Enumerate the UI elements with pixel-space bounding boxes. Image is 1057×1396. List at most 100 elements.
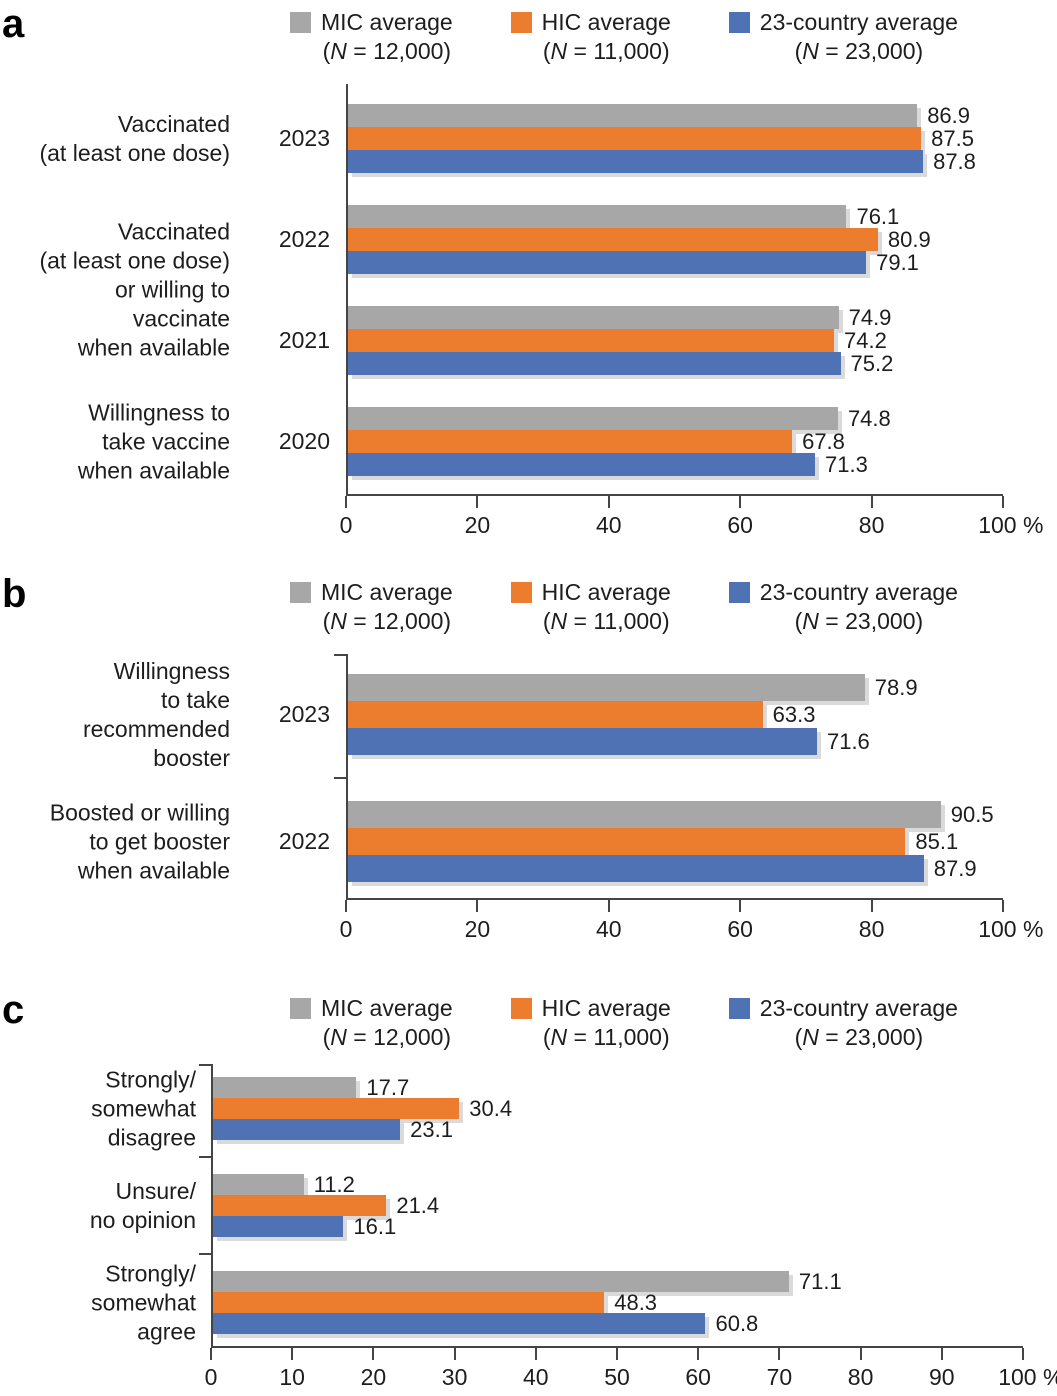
y-axis	[346, 654, 348, 898]
legend-series-name: MIC average	[321, 995, 453, 1021]
bar-value-label: 80.9	[887, 226, 931, 252]
x-axis-tick	[607, 496, 610, 508]
bar-row: 86.9	[348, 102, 1003, 128]
bar-grid: 2023 86.9 87.5 87.8 2022 76.1 80.9 79.1 2021 74.9…	[0, 84, 1057, 494]
legend-sample-size: (N = 12,000)	[322, 38, 452, 64]
x-axis-tick-label: 60	[727, 916, 753, 942]
legend-swatch-hic	[510, 582, 532, 603]
legend-sample-size: (N = 11,000)	[542, 38, 670, 64]
bar-row: 71.1	[213, 1268, 1023, 1294]
legend-series-name: 23-country average	[759, 579, 958, 605]
legend-label: 23-country average (N = 23,000)	[760, 8, 958, 66]
category-label-cell: Strongly/somewhat agree	[0, 1260, 213, 1344]
bar-avg	[348, 728, 817, 755]
x-axis-tick	[616, 1348, 618, 1360]
legend-series-name: 23-country average	[759, 995, 958, 1021]
legend-item: HIC average (N = 11,000)	[510, 8, 671, 66]
bar-mic	[213, 1077, 357, 1098]
legend-swatch-hic	[510, 998, 532, 1019]
legend-item: HIC average (N = 11,000)	[510, 994, 671, 1052]
bar-row: 74.2	[348, 327, 1003, 353]
bar-value-label: 74.9	[848, 304, 892, 330]
legend: MIC average (N = 12,000) HIC average (N = 1…	[290, 994, 1057, 1052]
bar-mic	[348, 306, 839, 329]
x-axis-tick	[778, 1348, 781, 1360]
y-axis	[346, 84, 348, 494]
bar-row: 74.9	[348, 304, 1003, 330]
x-axis-tick	[940, 1348, 943, 1360]
bar-value-label: 87.5	[931, 125, 974, 151]
bar-value-label: 74.2	[844, 327, 887, 353]
x-axis-tick-label: 80	[858, 916, 885, 942]
bar-hic	[213, 1195, 387, 1216]
x-axis-tick-label: 60	[685, 1364, 711, 1390]
legend-label: 23-country average (N = 23,000)	[760, 578, 958, 636]
bar-value-label: 86.9	[927, 102, 971, 128]
bar-mic	[348, 205, 847, 228]
legend-sample-size: (N = 23,000)	[794, 1024, 924, 1050]
bar-avg	[348, 251, 867, 274]
x-axis-tick	[210, 1348, 212, 1360]
legend-item: HIC average (N = 11,000)	[510, 578, 671, 636]
bar-row: 87.8	[348, 149, 1003, 174]
category-label: Strongly/somewhat agree	[91, 1260, 196, 1344]
legend-sample-size: (N = 12,000)	[322, 1024, 452, 1050]
legend-sample-size: (N = 11,000)	[542, 1024, 670, 1050]
x-axis-tick	[1002, 496, 1004, 508]
bar-hic	[348, 828, 906, 855]
legend-label: HIC average (N = 11,000)	[542, 8, 671, 66]
x-axis-tick	[372, 1348, 375, 1360]
category-label-cell: Strongly/somewhat disagree	[0, 1066, 213, 1150]
x-axis-tick-label: 90	[929, 1364, 955, 1390]
bar-grid: 2023 78.9 63.3 71.6 2022 90.5 85.1 87.9 Willingn…	[0, 654, 1057, 898]
bar-value-label: 78.9	[874, 674, 918, 700]
bar-avg	[213, 1313, 706, 1334]
x-axis-tick-label: 20	[464, 512, 491, 538]
bar-avg	[213, 1119, 401, 1140]
bar-value-label: 17.7	[366, 1074, 410, 1100]
y-axis-tick	[334, 777, 346, 779]
bar-avg	[348, 150, 924, 173]
category-label-cell: Unsure/no opinion	[0, 1174, 213, 1237]
legend-sample-size: (N = 12,000)	[322, 608, 452, 634]
chart-b: 2023 78.9 63.3 71.6 2022 90.5 85.1 87.9 Willingn…	[0, 654, 1057, 948]
x-axis-tick	[453, 1348, 456, 1360]
chart-a: 2023 86.9 87.5 87.8 2022 76.1 80.9 79.1 2021 74.9…	[0, 84, 1057, 544]
x-axis-tick	[345, 900, 347, 912]
year-label: 2022	[278, 828, 330, 854]
bar-hic	[213, 1098, 460, 1119]
bar-avg	[348, 453, 815, 476]
y-axis	[211, 1064, 213, 1346]
bar-group: 74.8 67.8 71.3	[348, 406, 1003, 477]
bar-value-label: 21.4	[396, 1192, 440, 1218]
legend-sample-size: (N = 11,000)	[542, 608, 670, 634]
category-label-cell: Vaccinated (at least one dose) or willing …	[0, 205, 240, 375]
bar-mic	[213, 1174, 304, 1195]
x-axis-tick	[534, 1348, 537, 1360]
bar-hic	[348, 701, 763, 728]
category-label: Vaccinated (at least one dose) or willing …	[39, 218, 230, 361]
bar-value-label: 67.8	[802, 428, 845, 454]
bar-group: 11.2 21.4 16.1	[213, 1172, 1023, 1239]
plot-area: 2023 86.9 87.5 87.8 2022 76.1 80.9 79.1 2021 74.9…	[0, 84, 1057, 494]
bar-group: 74.9 74.2 75.2	[348, 304, 1003, 376]
chart-c: 17.7 30.4 23.1 11.2 21.4 16.1 71.1 48.3 60.8 Stro…	[0, 1064, 1057, 1396]
legend-item: MIC average (N = 12,000)	[290, 8, 453, 66]
bar-value-label: 79.1	[876, 249, 919, 275]
bar-row: 30.4	[213, 1096, 1023, 1121]
legend-item: MIC average (N = 12,000)	[290, 994, 453, 1052]
bar-hic	[348, 329, 834, 352]
legend-swatch-mic	[290, 12, 311, 33]
bar-hic	[348, 228, 878, 251]
category-label: Unsure/no opinion	[89, 1177, 196, 1233]
bar-hic	[348, 127, 922, 150]
bar-value-label: 71.1	[798, 1268, 842, 1294]
legend-series-name: HIC average	[541, 995, 671, 1021]
bar-row: 79.1	[348, 249, 1003, 275]
y-axis-tick	[199, 1064, 211, 1066]
year-label: 2023	[278, 125, 330, 151]
panel-b: b MIC average (N = 12,000) HIC average (N =…	[0, 572, 1057, 948]
x-axis-tick-label: 50	[604, 1364, 630, 1390]
legend-sample-size: (N = 23,000)	[794, 608, 924, 634]
